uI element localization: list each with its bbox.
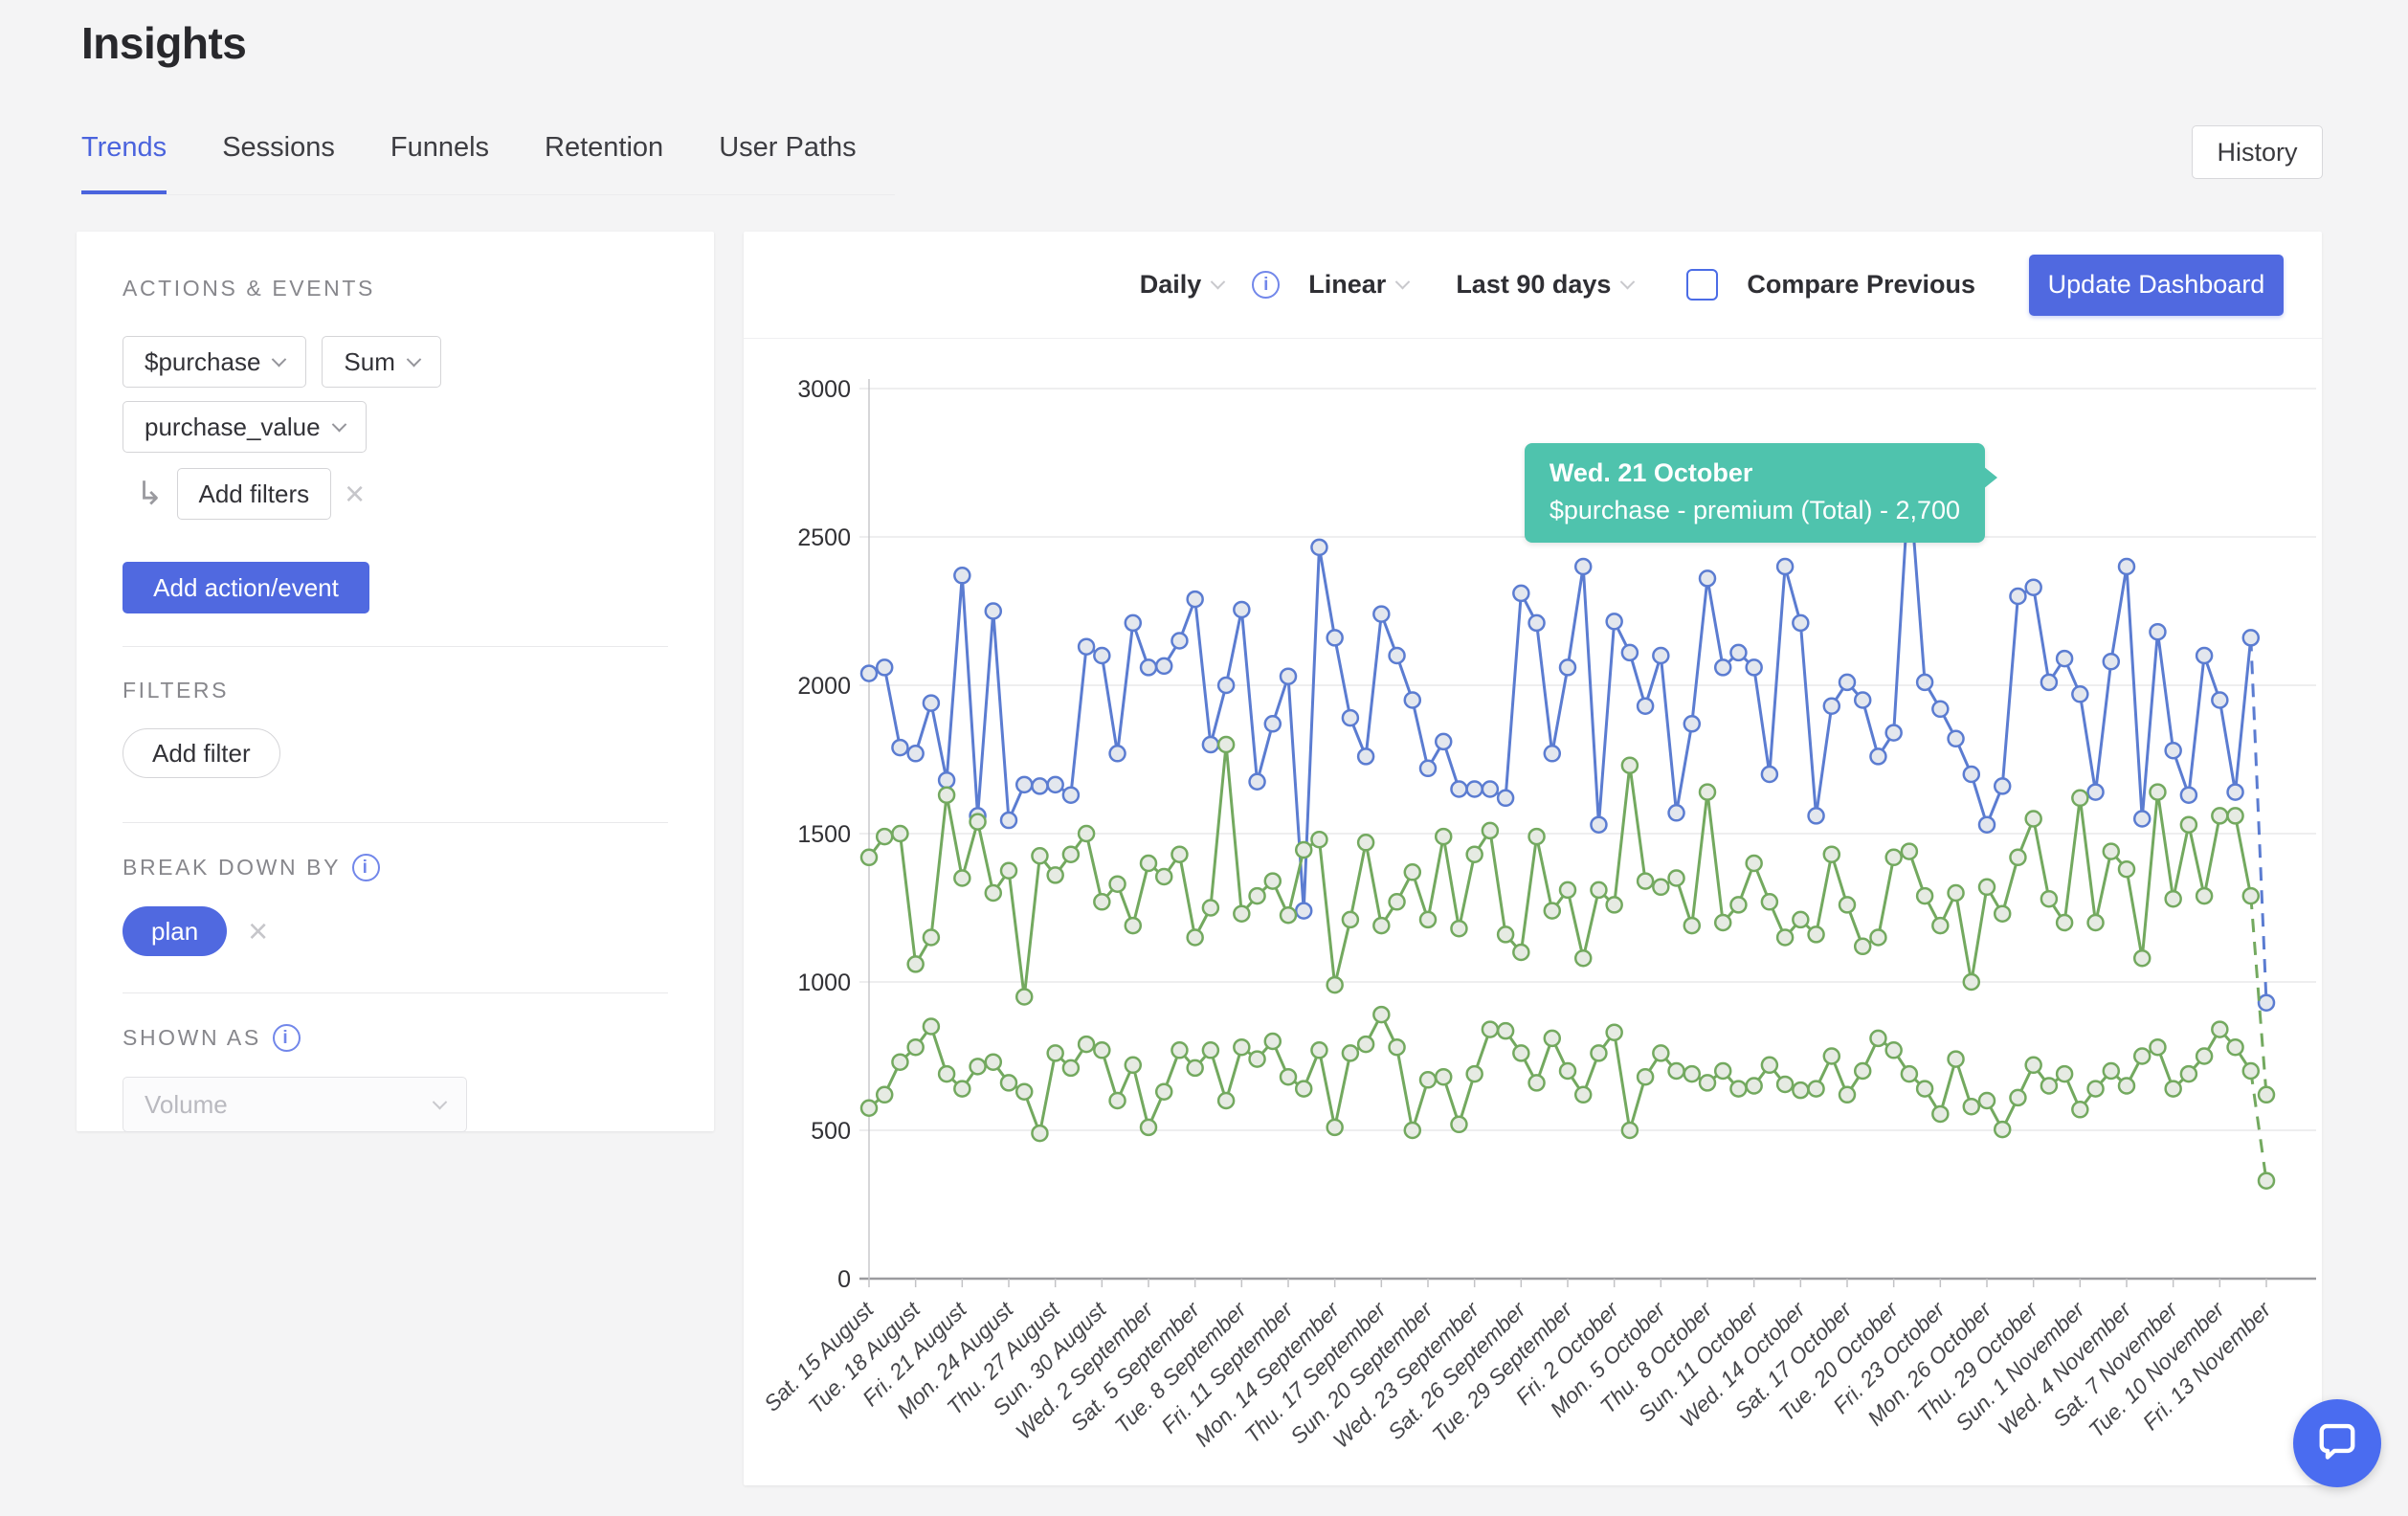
add-filter-button[interactable]: Add filter [123,728,280,778]
interval-select[interactable]: Daily [1140,270,1224,300]
tooltip-date: Wed. 21 October [1550,458,1960,488]
shown-as-heading-text: SHOWN AS [123,1025,261,1051]
page-title: Insights [81,17,246,69]
actions-events-heading: ACTIONS & EVENTS [123,276,668,301]
remove-breakdown-icon[interactable] [248,914,268,948]
compare-previous-label: Compare Previous [1747,270,1975,300]
compare-previous-checkbox[interactable] [1686,269,1718,301]
svg-text:3000: 3000 [797,376,851,403]
shown-as-value: Volume [145,1090,228,1120]
trend-chart-panel: Daily Linear Last 90 days Compare Previo… [744,232,2322,1485]
breakdown-heading-text: BREAK DOWN BY [123,855,341,881]
tab-retention[interactable]: Retention [545,132,663,194]
tab-user-paths[interactable]: User Paths [719,132,856,194]
aggregation-select-value: Sum [344,347,394,377]
scale-value: Linear [1308,270,1386,300]
scale-select[interactable]: Linear [1308,270,1408,300]
divider [123,646,668,647]
chart-tooltip: Wed. 21 October $purchase - premium (Tot… [1525,443,1985,543]
shown-as-select: Volume [123,1077,467,1132]
date-range-value: Last 90 days [1456,270,1611,300]
chevron-down-icon [1211,275,1226,290]
update-dashboard-button[interactable]: Update Dashboard [2029,255,2284,316]
event-select-value: $purchase [145,347,260,377]
chart-controls: Daily Linear Last 90 days Compare Previo… [744,232,2322,339]
tab-bar: Trends Sessions Funnels Retention User P… [81,132,895,195]
chevron-down-icon [407,351,422,367]
remove-event-icon[interactable] [345,477,365,511]
tab-trends[interactable]: Trends [81,132,167,194]
svg-text:1500: 1500 [797,821,851,848]
chat-launcher-button[interactable] [2293,1399,2381,1487]
info-icon[interactable] [273,1024,301,1052]
chevron-down-icon [331,416,346,432]
add-filters-label: Add filters [199,479,310,509]
chevron-down-icon [433,1094,448,1109]
chevron-down-icon [272,351,287,367]
query-builder-panel: ACTIONS & EVENTS $purchase Sum purchase_… [77,232,714,1131]
history-button[interactable]: History [2192,125,2323,179]
add-action-event-button[interactable]: Add action/event [123,562,369,613]
property-select-value: purchase_value [145,412,321,442]
shown-as-heading: SHOWN AS [123,1024,668,1052]
divider [123,822,668,823]
nested-arrow-icon [136,478,164,510]
svg-text:1000: 1000 [797,970,851,996]
chevron-down-icon [1395,275,1411,290]
tab-funnels[interactable]: Funnels [390,132,489,194]
svg-text:0: 0 [837,1266,851,1293]
trend-chart[interactable]: 050010001500200025003000Sat. 15 AugustTu… [744,339,2322,1485]
interval-value: Daily [1140,270,1202,300]
divider [123,992,668,993]
add-filters-button[interactable]: Add filters [177,468,332,520]
svg-text:500: 500 [811,1118,851,1145]
date-range-select[interactable]: Last 90 days [1456,270,1633,300]
chat-bubble-icon [2313,1419,2361,1467]
breakdown-pill[interactable]: plan [123,906,227,956]
tab-sessions[interactable]: Sessions [222,132,335,194]
svg-text:2000: 2000 [797,673,851,700]
tooltip-value: $purchase - premium (Total) - 2,700 [1550,496,1960,525]
chevron-down-icon [1620,275,1636,290]
info-icon[interactable] [352,854,380,881]
svg-text:2500: 2500 [797,524,851,551]
event-select[interactable]: $purchase [123,336,306,388]
property-select[interactable]: purchase_value [123,401,367,453]
info-icon[interactable] [1252,271,1280,299]
filters-heading: FILTERS [123,678,668,703]
aggregation-select[interactable]: Sum [322,336,440,388]
breakdown-heading: BREAK DOWN BY [123,854,668,881]
